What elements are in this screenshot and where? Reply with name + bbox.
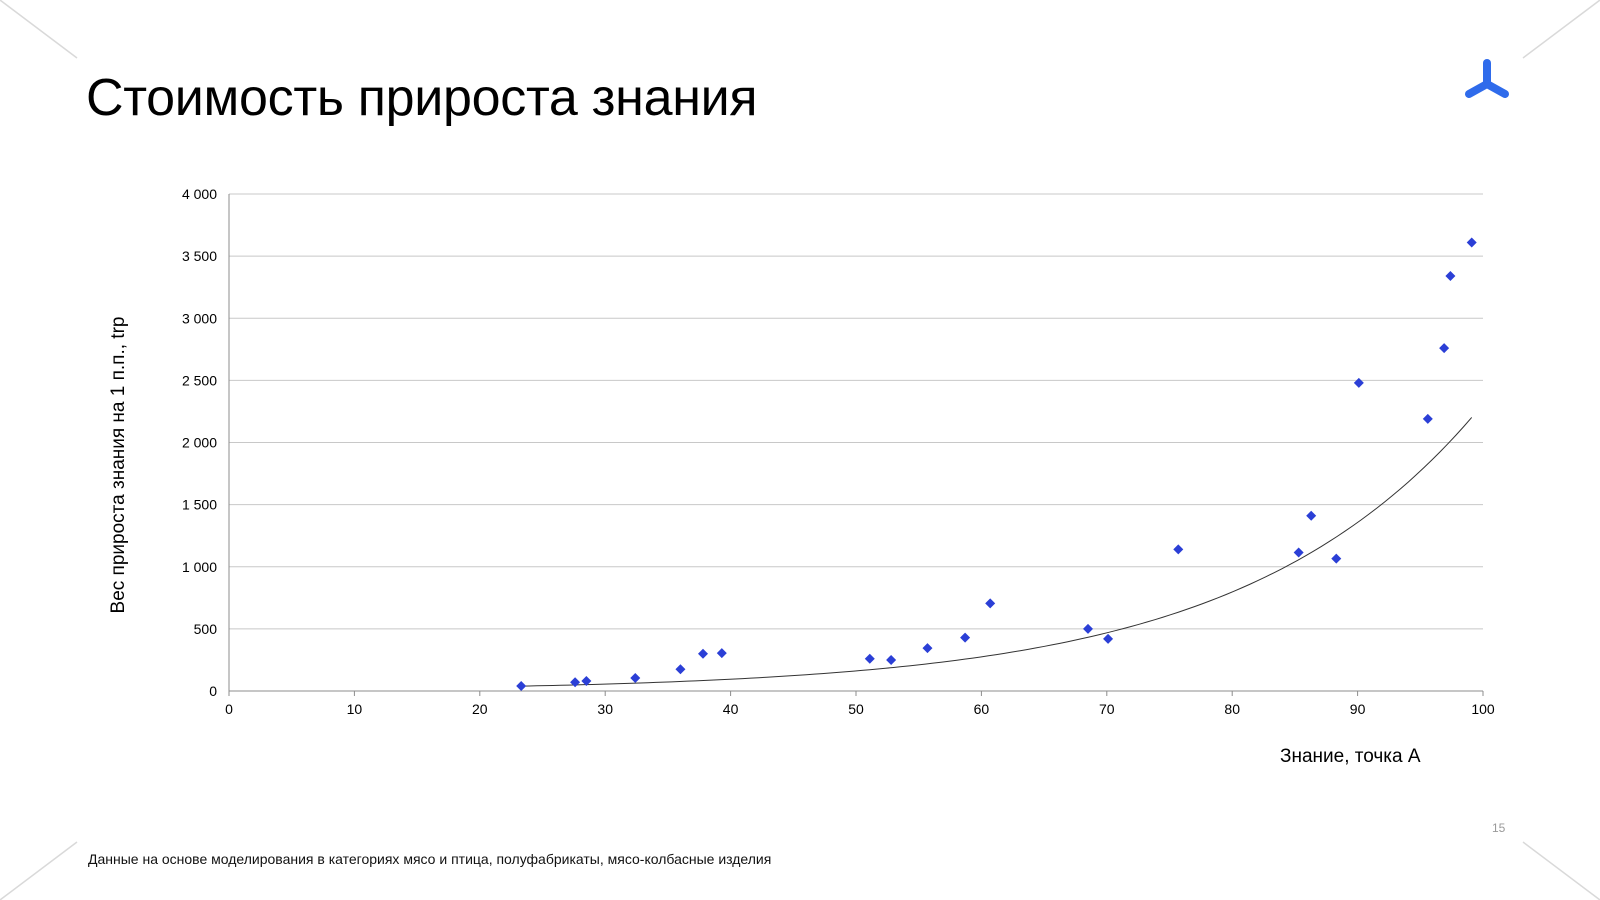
data-point xyxy=(960,632,971,643)
data-point xyxy=(570,677,581,688)
brand-logo-icon xyxy=(1465,59,1509,98)
page-number: 15 xyxy=(1492,821,1506,835)
x-tick-label: 80 xyxy=(1224,701,1240,717)
page-title: Стоимость прироста знания xyxy=(86,69,758,127)
data-point xyxy=(985,598,996,609)
y-tick-label: 3 500 xyxy=(182,248,217,264)
footnote: Данные на основе моделирования в категор… xyxy=(88,851,772,867)
trendline xyxy=(521,417,1473,687)
data-point xyxy=(516,681,527,692)
y-tick-label: 4 000 xyxy=(182,186,217,202)
corner-decoration-bottom-left xyxy=(0,841,78,900)
data-point xyxy=(1422,413,1433,424)
x-tick-label: 90 xyxy=(1350,701,1366,717)
data-point xyxy=(716,648,727,659)
data-point xyxy=(1466,237,1477,248)
y-axis-label: Вес прироста знания на 1 п.п., trp xyxy=(108,317,129,614)
data-point xyxy=(1103,633,1114,644)
data-point xyxy=(1331,553,1342,564)
y-tick-label: 0 xyxy=(209,683,217,699)
x-tick-label: 60 xyxy=(974,701,990,717)
x-tick-label: 0 xyxy=(225,701,233,717)
x-axis-label: Знание, точка А xyxy=(1280,746,1421,767)
corner-decoration-bottom-right xyxy=(1522,841,1600,900)
x-tick-label: 70 xyxy=(1099,701,1115,717)
data-point xyxy=(1445,271,1456,282)
data-point xyxy=(886,654,897,665)
y-tick-label: 1 000 xyxy=(182,559,217,575)
data-point xyxy=(581,676,592,687)
data-point xyxy=(1173,544,1184,555)
x-tick-label: 100 xyxy=(1471,701,1495,717)
data-point xyxy=(1293,547,1304,558)
y-tick-label: 500 xyxy=(194,621,218,637)
data-point xyxy=(922,643,933,654)
y-tick-label: 2 000 xyxy=(182,435,217,451)
corner-decoration-top-left xyxy=(0,0,78,59)
x-tick-label: 40 xyxy=(723,701,739,717)
x-tick-label: 20 xyxy=(472,701,488,717)
data-point xyxy=(630,672,641,683)
x-tick-label: 10 xyxy=(347,701,363,717)
corner-decoration-top-right xyxy=(1522,0,1600,59)
data-point xyxy=(675,664,686,675)
x-tick-label: 50 xyxy=(848,701,864,717)
scatter-chart: 0 500 1 000 1 500 2 000 2 500 3 000 3 500 4 000 0… xyxy=(108,186,1495,767)
data-point xyxy=(698,648,709,659)
data-point xyxy=(1353,377,1364,388)
data-point xyxy=(1082,623,1093,634)
y-tick-label: 2 500 xyxy=(182,372,217,388)
data-point xyxy=(1306,510,1317,521)
y-tick-label: 1 500 xyxy=(182,497,217,513)
data-point xyxy=(1439,343,1450,354)
x-tick-label: 30 xyxy=(597,701,613,717)
data-point xyxy=(864,653,875,664)
y-tick-label: 3 000 xyxy=(182,310,217,326)
